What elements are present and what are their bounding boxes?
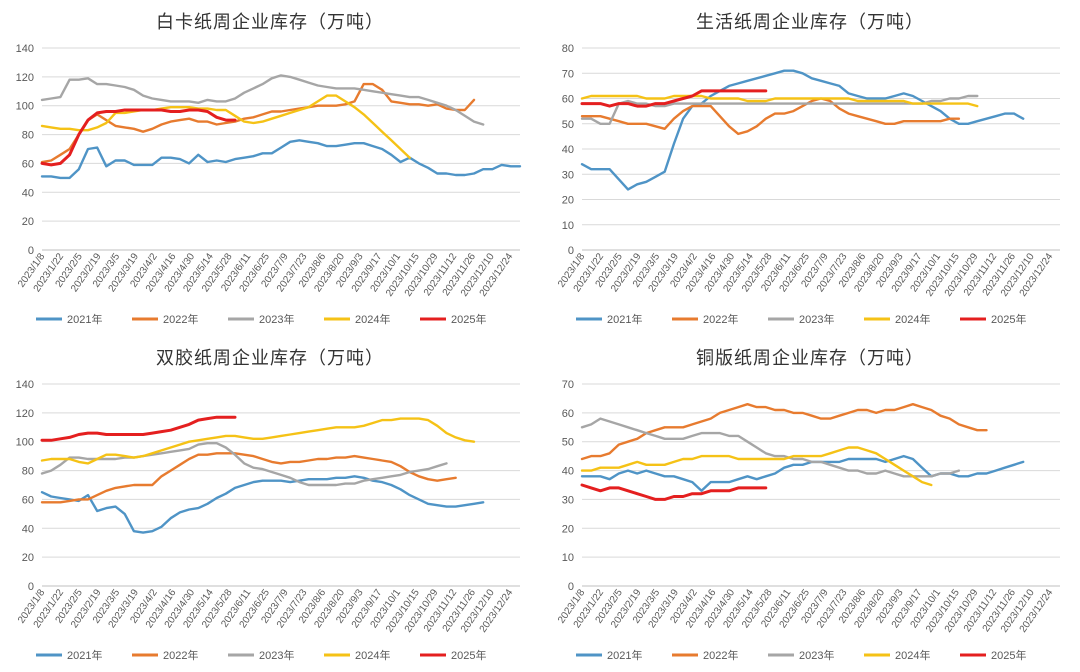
y-tick-label: 120 [16,408,34,420]
legend-label: 2023年 [259,312,294,326]
series-line [580,97,961,136]
y-tick-label: 0 [28,581,34,593]
y-tick-label: 80 [562,43,574,55]
y-tick-label: 40 [22,187,34,199]
legend-label: 2025年 [451,312,486,326]
y-tick-label: 60 [562,94,574,106]
series-line [40,452,457,504]
legend-label: 2021年 [67,648,102,662]
series-line [580,94,979,126]
chart-panel-tissue: 生活纸周企业库存（万吨） 0 10 20 30 40 50 60 70 80 2023/1/8 20… [540,0,1080,336]
chart-panel-offset: 双胶纸周企业库存（万吨） 0 20 40 60 80 100 120 140 2023/1/8 2… [0,336,540,672]
series-line [580,94,979,108]
y-tick-label: 120 [16,72,34,84]
series-line [580,69,1025,191]
series-line [40,94,411,159]
chart-panel-white-card: 白卡纸周企业库存（万吨） 0 20 40 60 80 100 120 140 2023/1/8 2… [0,0,540,336]
series-line [40,415,237,442]
y-tick-label: 20 [562,523,574,535]
legend-label: 2024年 [895,648,930,662]
y-tick-label: 80 [22,130,34,142]
y-tick-label: 60 [562,408,574,420]
legend-label: 2021年 [67,312,102,326]
y-tick-label: 0 [568,581,574,593]
series-line [40,417,476,465]
chart-panel-coated: 铜版纸周企业库存（万吨） 0 10 20 30 40 50 60 70 2023/1/8 2023… [540,336,1080,672]
chart-title: 生活纸周企业库存（万吨） [696,12,924,33]
y-tick-label: 60 [22,494,34,506]
chart-svg: 0204060801001201402023/1/82023/1/222023/… [16,379,520,662]
y-tick-label: 100 [16,101,34,113]
y-tick-label: 40 [562,466,574,478]
series-line [580,402,988,461]
y-tick-label: 30 [562,494,574,506]
chart-svg: 0102030405060702023/1/82023/1/222023/2/5… [556,379,1060,662]
legend-label: 2025年 [991,312,1026,326]
y-tick-label: 140 [16,43,34,55]
series-line [40,74,485,126]
series-line [580,483,768,501]
legend-label: 2023年 [799,312,834,326]
legend-label: 2024年 [895,312,930,326]
y-tick-label: 50 [562,119,574,131]
series-line [580,446,933,487]
y-tick-label: 70 [562,68,574,80]
y-tick-label: 20 [562,195,574,207]
y-tick-label: 30 [562,169,574,181]
chart-title: 铜版纸周企业库存（万吨） [696,348,924,369]
y-tick-label: 100 [16,437,34,449]
y-tick-label: 60 [22,158,34,170]
chart-title: 双胶纸周企业库存（万吨） [156,348,384,369]
series-line [580,417,961,478]
chart-svg: 0204060801001201402023/1/82023/1/222023/… [16,43,522,326]
series-line [40,82,476,164]
y-tick-label: 50 [562,437,574,449]
legend-label: 2021年 [607,312,642,326]
y-tick-label: 80 [22,466,34,478]
y-tick-label: 10 [562,552,574,564]
y-tick-label: 40 [22,523,34,535]
y-tick-label: 0 [28,245,34,257]
legend-label: 2022年 [703,648,738,662]
legend-label: 2024年 [355,312,390,326]
legend-label: 2024年 [355,648,390,662]
series-line [580,454,1025,493]
y-tick-label: 0 [568,245,574,257]
y-tick-label: 70 [562,379,574,391]
legend-label: 2025年 [991,648,1026,662]
legend-label: 2022年 [163,312,198,326]
series-line [40,108,237,167]
y-tick-label: 20 [22,552,34,564]
series-line [40,475,485,534]
legend-label: 2021年 [607,648,642,662]
legend-label: 2023年 [259,648,294,662]
legend-label: 2022年 [163,648,198,662]
series-line [580,89,768,108]
y-tick-label: 140 [16,379,34,391]
legend-label: 2022年 [703,312,738,326]
series-line [40,441,448,487]
chart-svg: 010203040506070802023/1/82023/1/222023/2… [556,43,1060,326]
y-tick-label: 40 [562,144,574,156]
legend-label: 2023年 [799,648,834,662]
legend-label: 2025年 [451,648,486,662]
y-tick-label: 20 [22,216,34,228]
y-tick-label: 10 [562,220,574,232]
chart-title: 白卡纸周企业库存（万吨） [156,12,384,33]
series-line [40,139,522,180]
